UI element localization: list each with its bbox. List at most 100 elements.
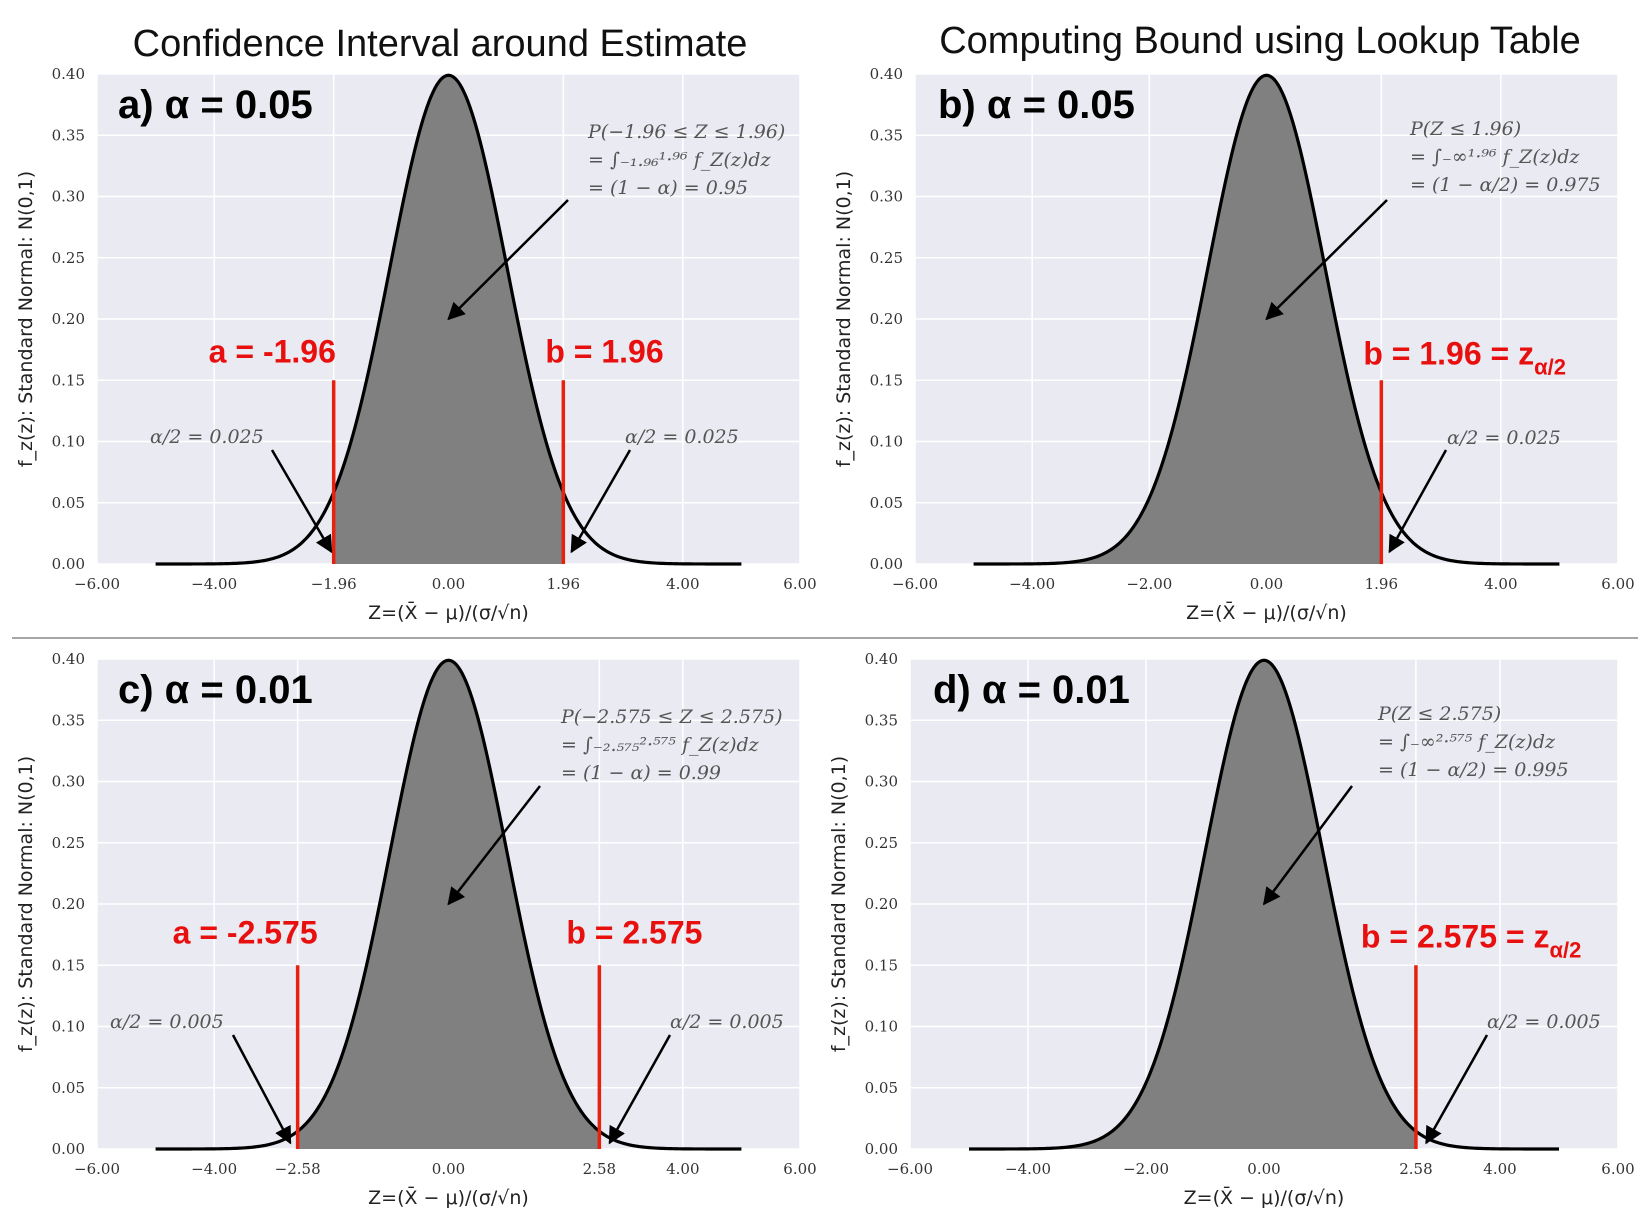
annotation-line: = ∫₋∞²·⁵⁷⁵ f_Z(z)dz <box>1378 731 1556 753</box>
x-tick-label: −4.00 <box>191 575 237 593</box>
annotation-arrow <box>270 449 333 554</box>
x-tick-label: 4.00 <box>1484 575 1517 593</box>
x-tick-label: 2.58 <box>1399 1160 1432 1178</box>
y-tick-label: 0.00 <box>870 555 903 573</box>
y-tick-label: 0.05 <box>52 494 85 512</box>
annotation-text: α/2 = 0.025 <box>625 426 739 448</box>
panel-label: a) α = 0.05 <box>118 83 313 127</box>
y-axis-label: f_z(z): Standard Normal: N(0,1) <box>833 171 855 467</box>
shaded-region <box>969 660 1416 1149</box>
annotation-line: = ∫₋∞¹·⁹⁶ f_Z(z)dz <box>1410 146 1580 168</box>
annotation-line: = ∫₋₂.₅₇₅²·⁵⁷⁵ f_Z(z)dz <box>561 734 760 756</box>
annotation-line: α/2 = 0.005 <box>670 1011 784 1033</box>
x-tick-label: −2.58 <box>275 1160 321 1178</box>
y-tick-label: 0.40 <box>52 65 85 83</box>
annotation-line: = (1 − α/2) = 0.995 <box>1378 759 1569 781</box>
x-axis-label: Z=(X̄ − μ)/(σ/√n) <box>368 1185 529 1209</box>
x-tick-label: 4.00 <box>1483 1160 1516 1178</box>
x-tick-label: 6.00 <box>1601 1160 1634 1178</box>
y-axis-label: f_z(z): Standard Normal: N(0,1) <box>15 756 37 1052</box>
pdf-curve <box>155 658 742 1151</box>
x-tick-label: −2.00 <box>1126 575 1172 593</box>
annotation-line: P(Z ≤ 2.575) <box>1377 703 1501 725</box>
annotation-line: α/2 = 0.025 <box>625 426 739 448</box>
annotation-text: α/2 = 0.005 <box>670 1011 784 1033</box>
x-tick-label: 0.00 <box>1250 575 1283 593</box>
annotation-arrow <box>1262 785 1354 906</box>
annotation-line: = (1 − α/2) = 0.975 <box>1410 174 1601 196</box>
panel-label: c) α = 0.01 <box>118 668 313 712</box>
x-tick-label: −2.00 <box>1123 1160 1169 1178</box>
shaded-region <box>973 75 1382 564</box>
y-tick-label: 0.10 <box>865 1018 898 1036</box>
x-tick-label: 4.00 <box>666 1160 699 1178</box>
bound-label-subscript: α/2 <box>1549 937 1581 962</box>
y-tick-label: 0.15 <box>52 371 85 389</box>
pdf-curve <box>155 73 742 566</box>
annotation-line: α/2 = 0.025 <box>1447 427 1561 449</box>
y-tick-label: 0.10 <box>870 433 903 451</box>
annotation-arrow <box>447 199 569 321</box>
panel-label: b) α = 0.05 <box>938 83 1135 127</box>
y-axis-label: f_z(z): Standard Normal: N(0,1) <box>828 756 850 1052</box>
annotation-text: α/2 = 0.025 <box>150 426 264 448</box>
panel-d: b = 2.575 = zα/2−6.00 −4.00 −2.00 0.00 2.58 4… <box>828 650 1635 1209</box>
x-tick-label: −4.00 <box>191 1160 237 1178</box>
y-tick-label: 0.30 <box>870 188 903 206</box>
x-tick-label: −6.00 <box>887 1160 933 1178</box>
annotation-text: α/2 = 0.005 <box>1487 1011 1601 1033</box>
bound-label: a = -2.575 <box>173 914 318 950</box>
annotation-text: α/2 = 0.025 <box>1447 427 1561 449</box>
bound-label-subscript: α/2 <box>1534 354 1566 379</box>
panel-c: a = -2.575 b = 2.575 −6.00 −4.00 −2.58 0.00 2.… <box>15 650 817 1209</box>
y-tick-label: 0.25 <box>870 249 903 267</box>
annotation-arrow <box>608 1034 672 1145</box>
y-tick-label: 0.35 <box>865 711 898 729</box>
y-tick-label: 0.15 <box>865 956 898 974</box>
annotation-text: P(Z ≤ 2.575) = ∫₋∞²·⁵⁷⁵ f_Z(z)dz = (1 − α/… <box>1377 703 1569 781</box>
annotation-line: = ∫₋₁.₉₆¹·⁹⁶ f_Z(z)dz <box>588 149 771 171</box>
y-tick-label: 0.25 <box>865 834 898 852</box>
y-axis-label: f_z(z): Standard Normal: N(0,1) <box>15 171 37 467</box>
title-left: Confidence Interval around Estimate <box>133 23 748 65</box>
annotation-arrow <box>1388 449 1448 554</box>
x-tick-label: −4.00 <box>1005 1160 1051 1178</box>
x-tick-label: 6.00 <box>783 575 816 593</box>
bound-label: b = 2.575 <box>566 914 702 950</box>
x-tick-label: 6.00 <box>783 1160 816 1178</box>
y-tick-label: 0.40 <box>865 650 898 668</box>
panels: a = -1.96 b = 1.96 −6.00 −4.00 −1.96 0.00 1.96… <box>15 65 1635 1209</box>
y-tick-label: 0.40 <box>52 650 85 668</box>
x-tick-label: −6.00 <box>74 1160 120 1178</box>
x-tick-label: 2.58 <box>583 1160 616 1178</box>
y-tick-label: 0.15 <box>870 371 903 389</box>
y-tick-label: 0.05 <box>870 494 903 512</box>
y-tick-label: 0.20 <box>52 310 85 328</box>
annotation-arrow <box>570 449 632 554</box>
title-right: Computing Bound using Lookup Table <box>939 20 1581 62</box>
y-tick-label: 0.35 <box>52 126 85 144</box>
y-tick-label: 0.20 <box>52 895 85 913</box>
y-tick-label: 0.10 <box>52 1018 85 1036</box>
annotation-arrow <box>447 785 541 906</box>
y-tick-label: 0.25 <box>52 834 85 852</box>
x-tick-label: 4.00 <box>666 575 699 593</box>
y-tick-label: 0.40 <box>870 65 903 83</box>
annotation-arrow <box>1265 199 1388 321</box>
y-tick-label: 0.05 <box>52 1079 85 1097</box>
y-tick-label: 0.00 <box>52 555 85 573</box>
y-tick-label: 0.00 <box>865 1140 898 1158</box>
annotation-text: P(Z ≤ 1.96) = ∫₋∞¹·⁹⁶ f_Z(z)dz = (1 − α/2)… <box>1409 118 1601 196</box>
annotation-text: α/2 = 0.005 <box>110 1011 224 1033</box>
x-tick-label: −6.00 <box>74 575 120 593</box>
x-axis-label: Z=(X̄ − μ)/(σ/√n) <box>1184 1185 1345 1209</box>
y-tick-label: 0.00 <box>52 1140 85 1158</box>
x-axis-label: Z=(X̄ − μ)/(σ/√n) <box>368 600 529 624</box>
x-tick-label: −1.96 <box>311 575 357 593</box>
x-tick-label: 6.00 <box>1601 575 1634 593</box>
bound-label: a = -1.96 <box>209 333 336 369</box>
annotation-line: P(−1.96 ≤ Z ≤ 1.96) <box>587 121 785 143</box>
x-tick-label: 0.00 <box>432 1160 465 1178</box>
